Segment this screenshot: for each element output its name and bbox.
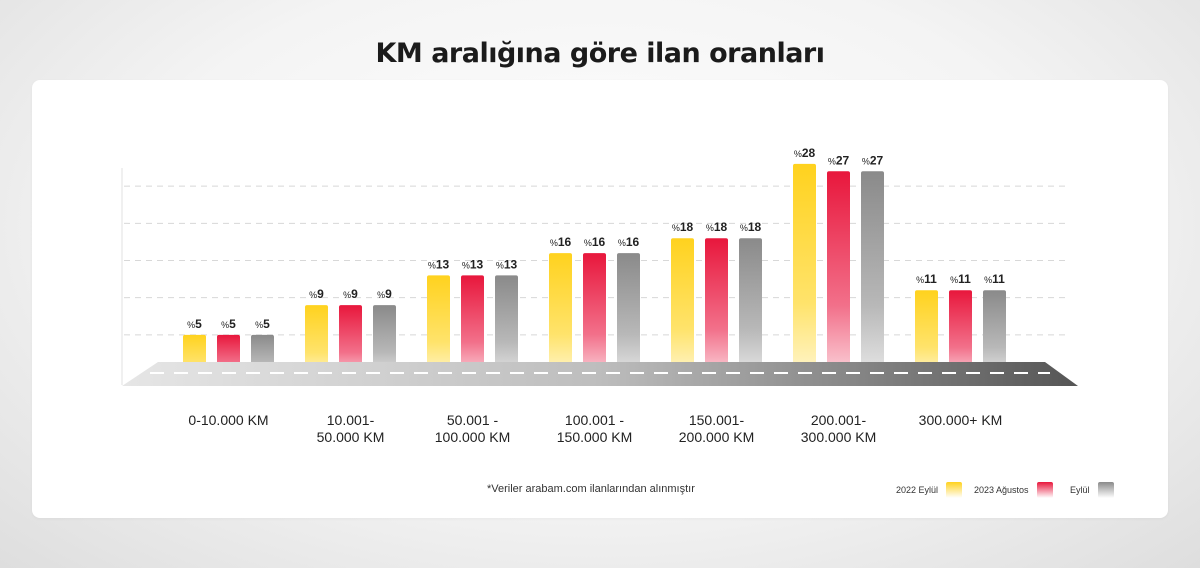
value-label: %11: [950, 272, 971, 286]
value-label: %18: [672, 220, 694, 234]
value-label: %16: [618, 235, 640, 249]
value-label: %5: [255, 317, 270, 331]
x-tick-label: 0-10.000 KM: [188, 412, 269, 428]
legend-swatch: [946, 482, 963, 498]
bar-red: [827, 171, 850, 378]
bar-yellow: [915, 290, 938, 378]
bars: [183, 163, 1006, 378]
legend-item-yellow: 2022 Eylül: [896, 482, 963, 498]
legend-item-red: 2023 Ağustos: [974, 482, 1053, 498]
bar-gray: [373, 305, 396, 378]
value-label: %5: [221, 317, 236, 331]
x-tick-label: 150.001- 200.000 KM: [678, 412, 755, 445]
legend-swatch: [1097, 482, 1114, 498]
value-labels: %5 %5 %5 %9 %9 %9 %13 %13 %13 %16 %16 %16 %18 %18 %18%…: [187, 146, 1005, 331]
value-label: %9: [377, 287, 392, 301]
bar-gray: [983, 290, 1006, 378]
bar-red: [705, 238, 728, 378]
legend-label: 2022 Eylül: [896, 485, 939, 495]
bar-gray: [495, 275, 518, 378]
bar-yellow: [427, 275, 450, 378]
legend-label: Eylül: [1070, 485, 1090, 495]
grid-lines: [124, 185, 1068, 336]
bar-gray: [617, 253, 640, 378]
chart-floor: [122, 362, 1078, 386]
value-label: %9: [343, 287, 358, 301]
floor-plane: [122, 362, 1078, 386]
value-label: %16: [550, 235, 572, 249]
value-label: %28: [794, 146, 816, 160]
bar-yellow: [305, 305, 328, 378]
legend-swatch: [1036, 482, 1053, 498]
value-label: %18: [740, 220, 762, 234]
value-label: %13: [496, 257, 518, 271]
value-label: %11: [984, 272, 1005, 286]
legend-label: 2023 Ağustos: [974, 485, 1029, 495]
value-label: %27: [828, 153, 850, 167]
value-label: %13: [428, 257, 450, 271]
x-tick-label: 100.001 - 150.000 KM: [556, 412, 633, 445]
value-label: %5: [187, 317, 202, 331]
value-label: %9: [309, 287, 324, 301]
bar-gray: [861, 171, 884, 378]
bar-yellow: [793, 163, 816, 378]
bar-gray: [739, 238, 762, 378]
footnote: *Veriler arabam.com ilanlarından alınmış…: [487, 483, 695, 495]
bar-red: [949, 290, 972, 378]
legend-item-gray: Eylül: [1070, 482, 1114, 498]
x-tick-label: 10.001- 50.000 KM: [316, 412, 385, 445]
x-tick-label: 50.001 - 100.000 KM: [434, 412, 511, 445]
x-tick-label: 300.000+ KM: [918, 412, 1003, 428]
bar-yellow: [671, 238, 694, 378]
bar-yellow: [549, 253, 572, 378]
chart-title: KM aralığına göre ilan oranları: [375, 38, 825, 69]
value-label: %27: [862, 153, 884, 167]
value-label: %16: [584, 235, 606, 249]
bar-red: [461, 275, 484, 378]
x-tick-label: 200.001- 300.000 KM: [800, 412, 877, 445]
value-label: %18: [706, 220, 728, 234]
bar-red: [339, 305, 362, 378]
value-label: %13: [462, 257, 484, 271]
bar-red: [583, 253, 606, 378]
value-label: %11: [916, 272, 937, 286]
